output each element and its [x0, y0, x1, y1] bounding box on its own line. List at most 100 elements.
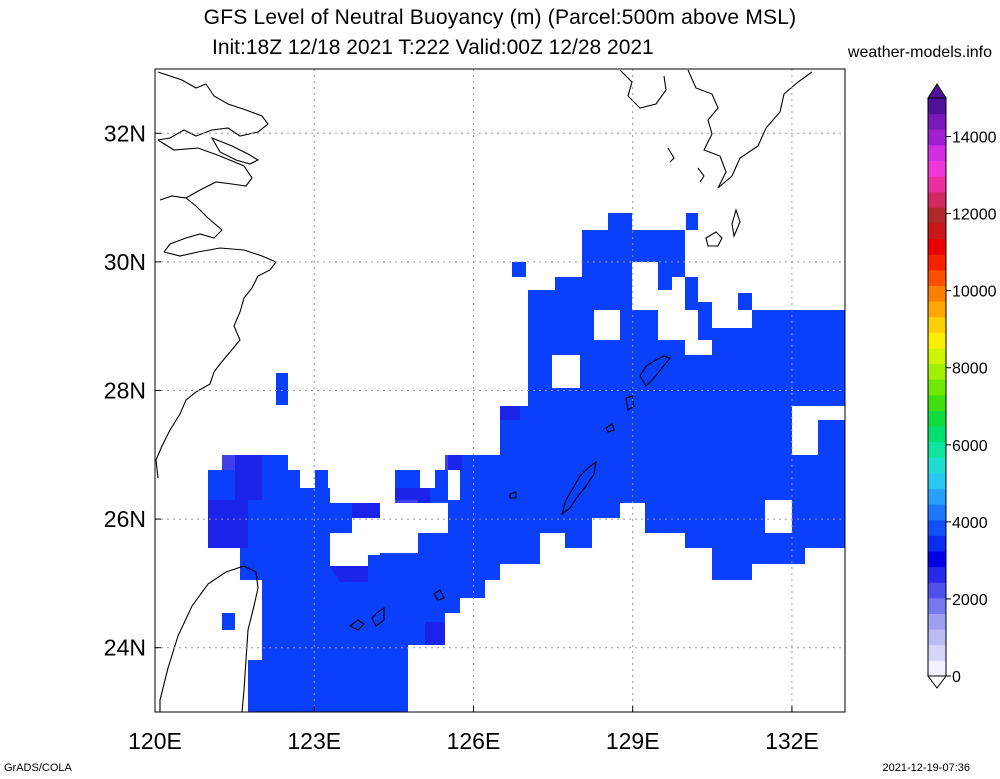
colorbar-max-arrow [927, 83, 947, 99]
ishigaki-island [371, 606, 385, 627]
colorbar-segment-18 [928, 379, 946, 396]
axes: 120E 123E 126E 129E 132E 24N 26N 28N 30N 32N [104, 120, 819, 754]
colorbar-segment-19 [928, 363, 946, 380]
field-gap-0 [632, 262, 712, 355]
colorbar-segment-33 [928, 144, 946, 161]
field-region-2 [222, 613, 235, 630]
y-tick-label-32: 32N [104, 120, 146, 146]
field-gap-8 [448, 470, 460, 500]
y-tick-label-28: 28N [104, 378, 146, 404]
colorbar-segment-34 [928, 129, 946, 146]
okinawa-island [561, 460, 597, 516]
colorbar-segment-23 [928, 301, 946, 318]
iriomote-island [348, 619, 365, 631]
field-region-6 [315, 470, 328, 488]
colorbar-segment-14 [928, 441, 946, 458]
colorbar-min-arrow [927, 675, 947, 689]
colorbar-label-10000: 10000 [952, 284, 997, 301]
kyushu-coast [619, 69, 813, 189]
field-gap-6 [330, 533, 380, 555]
field-patch-0 [208, 470, 262, 548]
y-tick-label-30: 30N [104, 249, 146, 275]
colorbar-segment-11 [928, 488, 946, 505]
field-patch-6 [445, 455, 462, 470]
y-tick-label-24: 24N [104, 635, 146, 661]
software-credit: GrADS/COLA [4, 762, 72, 774]
field-region-1 [276, 373, 288, 405]
field-gap-3 [792, 406, 845, 455]
field-patch-2 [395, 488, 430, 503]
colorbar-segment-22 [928, 316, 946, 333]
okinoerabu-island [605, 423, 615, 433]
colorbar-segment-16 [928, 410, 946, 427]
colorbar-segment-8 [928, 535, 946, 552]
miyako-island [433, 589, 445, 601]
colorbar-segment-9 [928, 519, 946, 536]
field-gap-1 [594, 310, 620, 340]
yakushima-island [705, 231, 723, 247]
colorbar-label-8000: 8000 [952, 361, 988, 378]
field-patch-5 [425, 622, 445, 645]
tanegashima-island [731, 208, 741, 238]
colorbar-segment-3 [928, 613, 946, 630]
tokunoshima-island [625, 395, 635, 411]
koshiki-islands [667, 147, 705, 183]
y-tick-label-26: 26N [104, 506, 146, 532]
coastlines [155, 69, 813, 712]
field-region-4 [738, 293, 752, 310]
colorbar-segment-2 [928, 629, 946, 646]
field-region-5 [686, 213, 698, 230]
colorbar-segment-10 [928, 504, 946, 521]
colorbar-segment-15 [928, 426, 946, 443]
colorbar: 0 2000 4000 6000 8000 10000 12000 14000 [927, 83, 997, 689]
colorbar-segment-32 [928, 160, 946, 177]
field-region-3 [512, 262, 526, 277]
colorbar-segment-27 [928, 238, 946, 255]
colorbar-label-0: 0 [952, 669, 961, 686]
field-patch-7 [330, 566, 368, 582]
x-tick-label-126: 126E [447, 728, 501, 754]
colorbar-segment-4 [928, 597, 946, 615]
field-region-0 [208, 213, 845, 712]
render-timestamp: 2021-12-19-07:36 [882, 762, 970, 774]
chart-title: GFS Level of Neutral Buoyancy (m) (Parce… [203, 6, 797, 29]
colorbar-segment-21 [928, 332, 946, 349]
colorbar-segment-7 [928, 551, 946, 568]
x-tick-label-132: 132E [765, 728, 819, 754]
colorbar-label-6000: 6000 [952, 438, 988, 455]
taiwan-coast [159, 565, 259, 712]
x-tick-label-129: 129E [606, 728, 660, 754]
colorbar-segment-28 [928, 222, 946, 240]
colorbar-segment-13 [928, 457, 946, 474]
field-gap-7 [380, 503, 448, 553]
site-credit: weather-models.info [847, 44, 992, 61]
buoyancy-field [208, 213, 845, 712]
colorbar-label-2000: 2000 [952, 592, 988, 609]
colorbar-segment-1 [928, 644, 946, 661]
colorbar-segment-30 [928, 191, 946, 208]
colorbar-segment-5 [928, 582, 946, 599]
colorbar-segment-29 [928, 207, 946, 224]
colorbar-label-4000: 4000 [952, 515, 988, 532]
field-patch-4 [500, 406, 520, 420]
colorbar-segment-25 [928, 269, 946, 286]
colorbar-segment-26 [928, 254, 946, 271]
colorbar-segment-17 [928, 394, 946, 411]
field-gap-2 [552, 355, 580, 388]
colorbar-segment-12 [928, 472, 946, 490]
colorbar-label-14000: 14000 [952, 130, 997, 147]
colorbar-segment-24 [928, 285, 946, 302]
field-gap-5 [420, 470, 435, 488]
colorbar-frame [927, 97, 947, 677]
colorbar-segment-6 [928, 566, 946, 583]
x-tick-label-123: 123E [287, 728, 341, 754]
china-coastline [155, 71, 277, 479]
colorbar-segment-0 [928, 660, 946, 677]
colorbar-label-12000: 12000 [952, 207, 997, 224]
field-gap-4 [765, 500, 792, 533]
field-patch-3 [352, 503, 380, 518]
colorbar-segment-20 [928, 347, 946, 365]
amami-island [639, 355, 671, 387]
chart-subtitle: Init:18Z 12/18 2021 T:222 Valid:00Z 12/2… [212, 36, 654, 59]
